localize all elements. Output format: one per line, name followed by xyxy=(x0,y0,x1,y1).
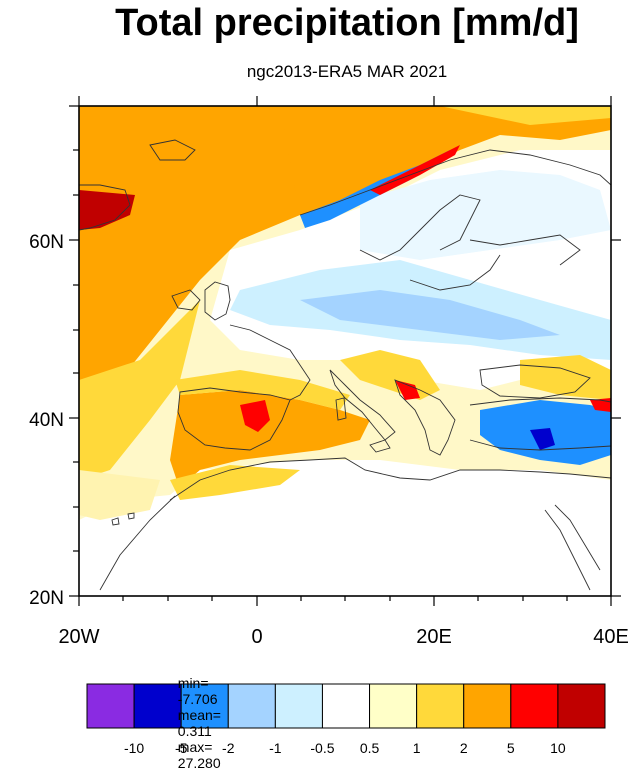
map-panel xyxy=(79,106,611,596)
precip-iberia-red xyxy=(240,400,270,432)
field-statistics: min= -7.706 mean= 0.311 max= 27.280 xyxy=(170,659,590,771)
precip-black-sea-yellow xyxy=(520,355,611,400)
stat-mean-value: 0.311 xyxy=(177,723,212,739)
colorbar-swatch xyxy=(180,683,229,729)
precip-norway-red xyxy=(370,145,460,195)
precip-atlantic-yellow xyxy=(79,300,200,480)
precip-north-yellow xyxy=(440,106,611,125)
precip-anatolia-darkblue xyxy=(530,428,555,450)
map-title: Total precipitation [mm/d] xyxy=(115,2,579,44)
colorbar-label: -1 xyxy=(269,740,282,756)
lat-label-60n: 60N xyxy=(29,232,64,253)
colorbar-swatch xyxy=(321,683,371,729)
colorbar-swatch xyxy=(86,683,135,729)
lon-label-20w: 20W xyxy=(58,626,99,648)
colorbar-label: -10 xyxy=(124,740,144,756)
stat-max-label: max= xyxy=(177,739,213,755)
map-subtitle: ngc2013-ERA5 MAR 2021 xyxy=(246,62,448,81)
stat-min-value: -7.706 xyxy=(177,691,218,707)
colorbar-label: 1 xyxy=(413,740,421,756)
precip-north-orange xyxy=(280,106,611,215)
precip-greenland-red xyxy=(79,190,135,230)
stat-min-label: min= xyxy=(177,675,209,691)
stat-max-value: 27.280 xyxy=(177,755,221,771)
colorbar-label: -5 xyxy=(175,740,188,756)
colorbar-label: 0.5 xyxy=(360,740,380,756)
lon-label-20e: 20E xyxy=(416,626,452,648)
colorbar-swatch xyxy=(369,683,418,729)
stat-mean-label: mean= xyxy=(177,707,221,723)
lat-label-40n: 40N xyxy=(29,410,64,431)
precip-italy-red xyxy=(395,380,420,400)
precip-atlantic-orange xyxy=(79,106,440,400)
lat-label-20n: 20N xyxy=(29,588,64,609)
colorbar-label: -2 xyxy=(222,740,235,756)
colorbar-label: 10 xyxy=(550,740,566,756)
precip-scandinavia-white xyxy=(360,170,611,260)
lon-label-0: 0 xyxy=(251,626,262,648)
colorbar: -10 -5 -2 -1 -0.5 0.5 1 2 5 10 xyxy=(86,683,606,756)
precip-europe-blue xyxy=(300,290,560,340)
precip-iberia-yellow xyxy=(175,370,350,410)
colorbar-swatch xyxy=(557,683,606,729)
colorbar-label: -0.5 xyxy=(310,740,334,756)
coastlines xyxy=(79,139,611,591)
colorbar-label: 2 xyxy=(460,740,468,756)
colorbar-swatch xyxy=(274,683,323,729)
lon-ticks xyxy=(78,96,612,606)
colorbar-swatch xyxy=(463,683,512,729)
lon-label-40e: 40E xyxy=(593,626,629,648)
precip-sahara-yellow xyxy=(79,470,160,520)
colorbar-label: 5 xyxy=(507,740,515,756)
precip-africa-yellow xyxy=(170,465,300,500)
lat-ticks xyxy=(69,105,621,597)
